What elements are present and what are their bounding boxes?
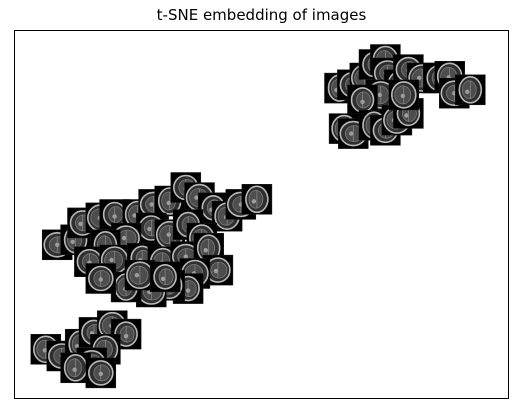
image-point [389, 80, 419, 110]
image-point [242, 184, 272, 214]
image-point [86, 358, 116, 388]
image-point [455, 75, 485, 105]
image-point [86, 264, 116, 294]
image-point [150, 262, 180, 292]
